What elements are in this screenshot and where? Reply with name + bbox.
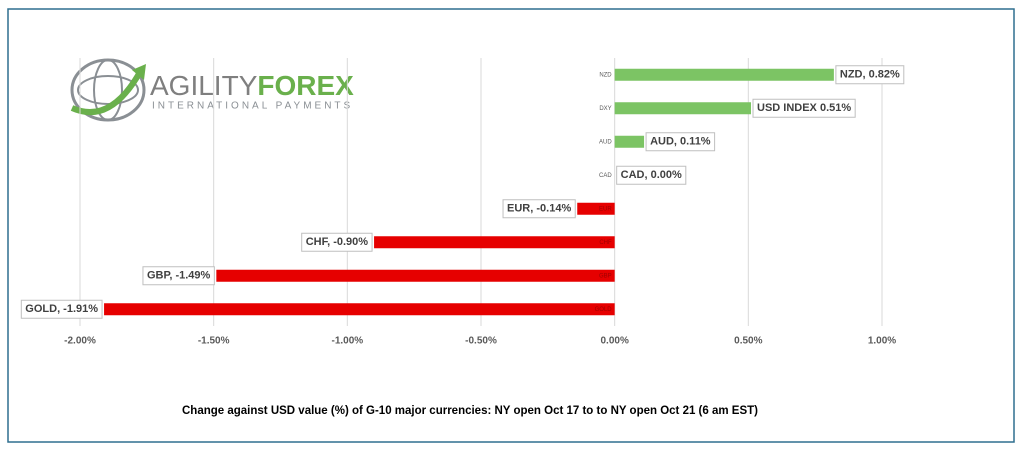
data-label: USD INDEX 0.51%	[752, 98, 856, 118]
chart-title: Change against USD value (%) of G-10 maj…	[182, 405, 758, 417]
data-label-box	[502, 199, 576, 219]
category-label: AUD	[599, 139, 612, 145]
data-label-text: GOLD, -1.91%	[25, 303, 98, 315]
logo-brand-right: FOREX	[257, 70, 354, 101]
x-tick-label: -0.50%	[465, 336, 497, 347]
data-label: GBP, -1.49%	[142, 266, 215, 286]
logo-brand-left: AGILITY	[150, 70, 258, 101]
category-label: EUR	[599, 206, 612, 212]
data-label-text: CHF, -0.90%	[306, 236, 369, 248]
data-label: AUD, 0.11%	[645, 132, 716, 152]
data-label-box	[835, 65, 905, 85]
category-label: DXY	[599, 106, 611, 112]
data-label-box	[752, 98, 856, 118]
data-label-text: CAD, 0.00%	[621, 169, 682, 181]
x-tick-label: -1.00%	[331, 336, 363, 347]
category-label: GOLD	[595, 307, 613, 313]
x-tick-label: 0.50%	[734, 336, 762, 347]
data-label: GOLD, -1.91%	[20, 299, 103, 319]
category-label: CHF	[599, 240, 612, 246]
bar	[216, 269, 615, 282]
data-label: CHF, -0.90%	[301, 232, 373, 252]
data-label-box	[301, 232, 373, 252]
x-tick-label: 1.00%	[868, 336, 896, 347]
data-label: NZD, 0.82%	[835, 65, 905, 85]
category-label: CAD	[599, 173, 612, 179]
data-label-text: NZD, 0.82%	[840, 69, 900, 81]
data-label-box	[20, 299, 103, 319]
x-tick-label: -2.00%	[64, 336, 96, 347]
logo-globe	[93, 59, 123, 121]
data-label-box	[616, 165, 687, 185]
x-tick-label: -1.50%	[198, 336, 230, 347]
logo-tagline: INTERNATIONAL PAYMENTS	[152, 101, 353, 112]
data-label-box	[142, 266, 215, 286]
data-label: CAD, 0.00%	[616, 165, 687, 185]
data-label-text: AUD, 0.11%	[650, 136, 711, 148]
bar	[614, 68, 834, 81]
data-label: EUR, -0.14%	[502, 199, 576, 219]
bar	[577, 202, 615, 215]
bar	[614, 102, 752, 115]
logo-arrow	[132, 64, 146, 80]
data-label-text: USD INDEX 0.51%	[757, 102, 851, 114]
logo: AGILITYFOREX INTERNATIONAL PAYMENTS	[70, 58, 354, 122]
x-tick-label: 0.00%	[600, 336, 628, 347]
bar	[104, 303, 615, 316]
data-label-box	[645, 132, 716, 152]
logo-brand: AGILITYFOREX	[150, 70, 354, 101]
data-label-text: EUR, -0.14%	[507, 203, 571, 215]
data-label-text: GBP, -1.49%	[147, 270, 211, 282]
category-label: NZD	[599, 72, 612, 78]
category-label: GBP	[599, 273, 612, 279]
bar	[614, 135, 645, 148]
bar	[374, 236, 615, 249]
